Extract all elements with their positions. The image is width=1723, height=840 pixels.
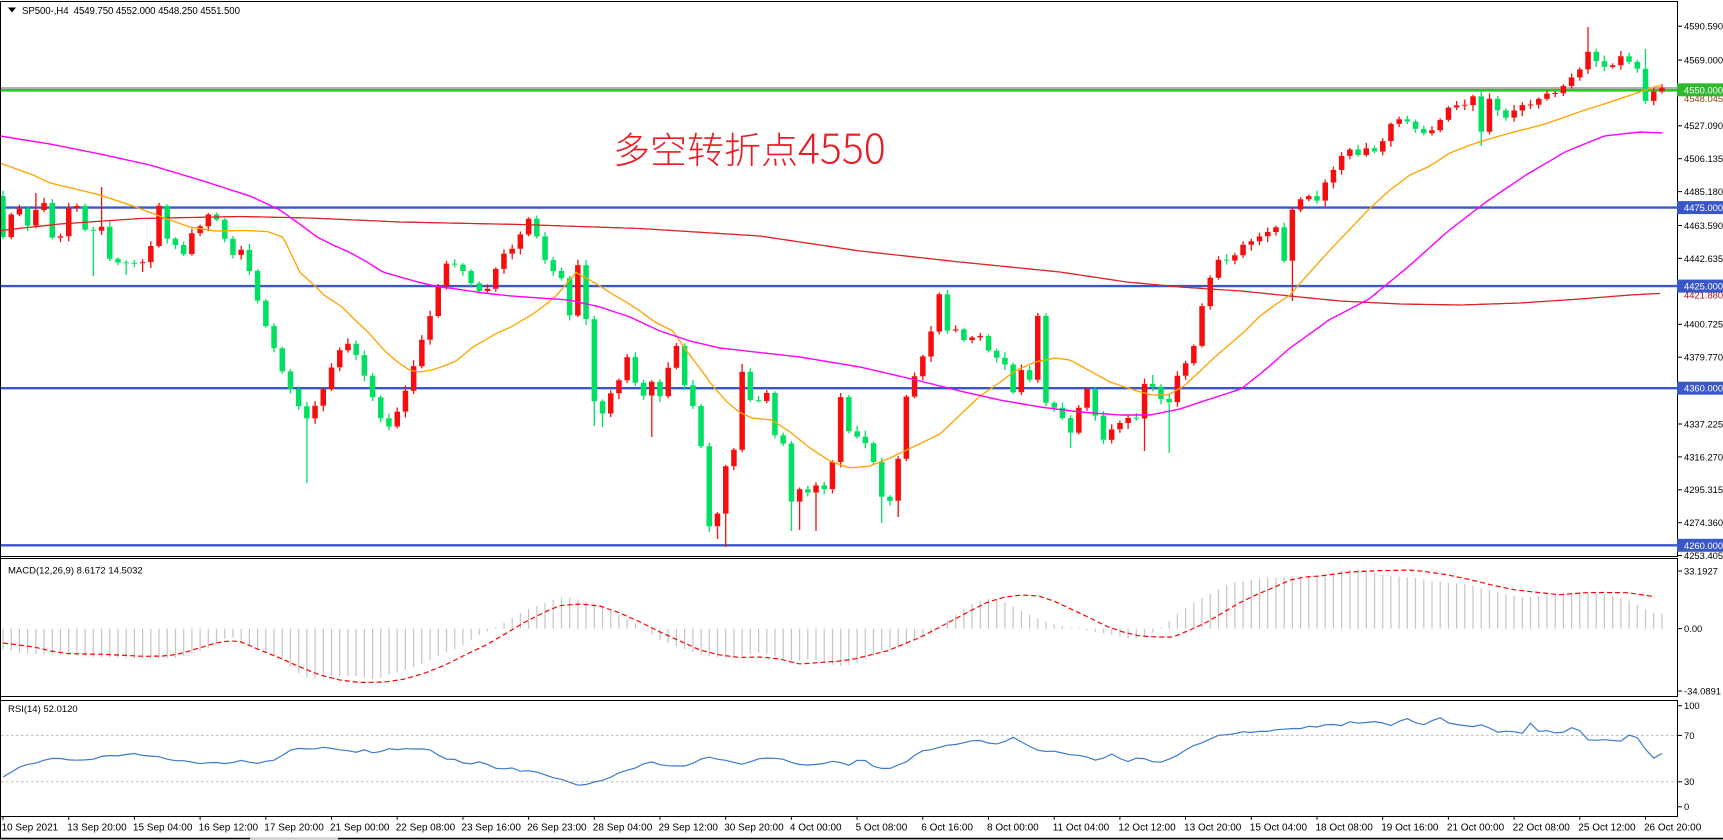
svg-text:26 Sep 23:00: 26 Sep 23:00	[527, 823, 587, 834]
svg-text:21 Oct 00:00: 21 Oct 00:00	[1447, 823, 1505, 834]
svg-text:4550.000: 4550.000	[1684, 84, 1723, 95]
svg-text:4463.590: 4463.590	[1684, 220, 1723, 231]
svg-text:-34.0891: -34.0891	[1684, 685, 1721, 696]
svg-text:4506.135: 4506.135	[1684, 153, 1723, 164]
svg-text:SP500-,H4 4549.750 4552.000 4: SP500-,H4 4549.750 4552.000 4548.250 455…	[22, 6, 241, 17]
svg-text:13 Oct 20:00: 13 Oct 20:00	[1184, 823, 1242, 834]
svg-text:25 Oct 12:00: 25 Oct 12:00	[1578, 823, 1636, 834]
svg-text:4475.000: 4475.000	[1684, 202, 1723, 213]
svg-text:MACD(12,26,9) 8.6172 14.5032: MACD(12,26,9) 8.6172 14.5032	[8, 566, 143, 577]
svg-text:0: 0	[1684, 801, 1689, 812]
svg-text:70: 70	[1684, 730, 1694, 741]
svg-text:4360.000: 4360.000	[1684, 383, 1723, 394]
svg-text:13 Sep 20:00: 13 Sep 20:00	[67, 823, 127, 834]
svg-text:5 Oct 08:00: 5 Oct 08:00	[856, 823, 908, 834]
svg-text:4316.270: 4316.270	[1684, 451, 1723, 462]
svg-text:8 Oct 00:00: 8 Oct 00:00	[987, 823, 1039, 834]
svg-text:16 Sep 12:00: 16 Sep 12:00	[199, 823, 259, 834]
svg-text:6 Oct 16:00: 6 Oct 16:00	[921, 823, 973, 834]
svg-text:4527.090: 4527.090	[1684, 120, 1723, 131]
svg-text:4260.000: 4260.000	[1684, 540, 1723, 551]
svg-text:33.1927: 33.1927	[1684, 565, 1718, 576]
svg-text:23 Sep 16:00: 23 Sep 16:00	[461, 823, 521, 834]
svg-text:4295.315: 4295.315	[1684, 484, 1723, 495]
svg-text:19 Oct 16:00: 19 Oct 16:00	[1381, 823, 1439, 834]
svg-text:15 Sep 04:00: 15 Sep 04:00	[133, 823, 193, 834]
svg-text:15 Oct 04:00: 15 Oct 04:00	[1250, 823, 1308, 834]
svg-text:RSI(14) 52.0120: RSI(14) 52.0120	[8, 704, 78, 715]
svg-text:21 Sep 00:00: 21 Sep 00:00	[330, 823, 390, 834]
svg-text:4274.360: 4274.360	[1684, 517, 1723, 528]
svg-text:10 Sep 2021: 10 Sep 2021	[2, 823, 59, 834]
svg-text:12 Oct 12:00: 12 Oct 12:00	[1118, 823, 1176, 834]
svg-text:30 Sep 20:00: 30 Sep 20:00	[724, 823, 784, 834]
svg-text:22 Oct 08:00: 22 Oct 08:00	[1513, 823, 1571, 834]
svg-text:4253.405: 4253.405	[1684, 550, 1723, 561]
svg-text:22 Sep 08:00: 22 Sep 08:00	[396, 823, 456, 834]
svg-text:26 Oct 20:00: 26 Oct 20:00	[1644, 823, 1702, 834]
svg-text:4485.180: 4485.180	[1684, 186, 1723, 197]
svg-text:4548.045: 4548.045	[1684, 93, 1723, 104]
svg-text:28 Sep 04:00: 28 Sep 04:00	[593, 823, 653, 834]
svg-text:4442.635: 4442.635	[1684, 253, 1723, 264]
svg-text:0.00: 0.00	[1684, 623, 1702, 634]
svg-text:4400.725: 4400.725	[1684, 319, 1723, 330]
svg-text:17 Sep 20:00: 17 Sep 20:00	[264, 823, 324, 834]
svg-text:30: 30	[1684, 776, 1694, 787]
svg-text:11 Oct 04:00: 11 Oct 04:00	[1053, 823, 1110, 834]
svg-text:4425.000: 4425.000	[1684, 281, 1723, 292]
svg-text:29 Sep 12:00: 29 Sep 12:00	[659, 823, 719, 834]
svg-text:4379.770: 4379.770	[1684, 352, 1723, 363]
svg-text:4337.225: 4337.225	[1684, 418, 1723, 429]
svg-text:4590.590: 4590.590	[1684, 21, 1723, 32]
svg-text:4569.000: 4569.000	[1684, 55, 1723, 66]
svg-text:100: 100	[1684, 700, 1700, 711]
svg-text:18 Oct 08:00: 18 Oct 08:00	[1316, 823, 1374, 834]
svg-text:4 Oct 00:00: 4 Oct 00:00	[790, 823, 842, 834]
svg-text:4421.880: 4421.880	[1684, 290, 1723, 301]
